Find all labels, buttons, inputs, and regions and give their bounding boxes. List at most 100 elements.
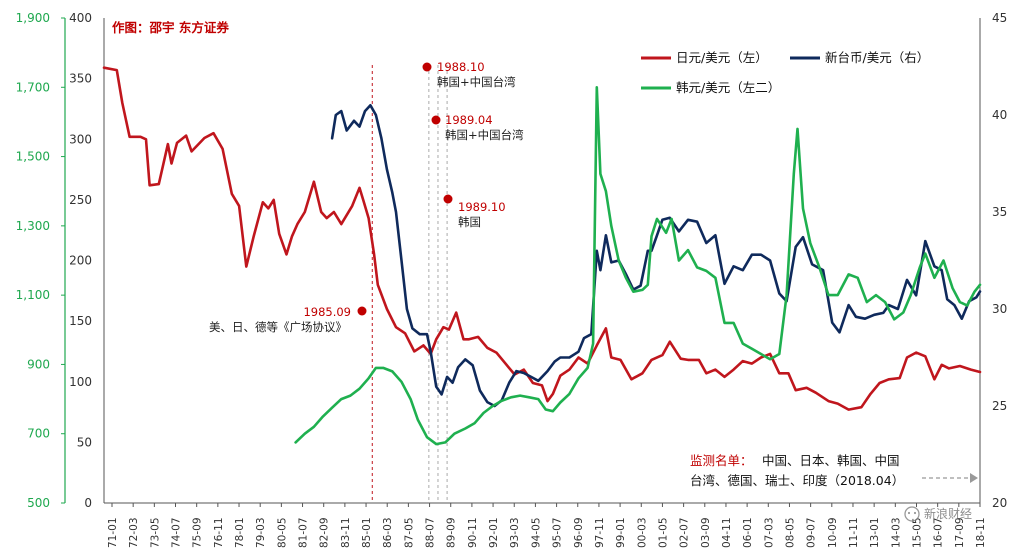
x-tick-label: 82-09 xyxy=(319,517,331,548)
monitoring-note: 监测名单： 中国、日本、韩国、中国 台湾、德国、瑞士、印度（2018.04） xyxy=(690,453,978,488)
x-tick-label: 94-05 xyxy=(530,517,542,548)
left2-axis-labels: 1,900 1,700 1,500 1,300 1,100 900 700 500 xyxy=(16,11,65,510)
event-marker xyxy=(443,194,453,204)
x-tick-label: 80-05 xyxy=(276,517,288,548)
note-line-2: 台湾、德国、瑞士、印度（2018.04） xyxy=(690,473,904,488)
event-date: 1989.10 xyxy=(458,200,506,214)
x-tick-label: 14-03 xyxy=(890,517,902,548)
x-tick-label: 11-11 xyxy=(848,517,860,548)
event-date: 1988.10 xyxy=(437,60,485,74)
event-date: 1989.04 xyxy=(445,113,493,127)
y-left-tick-label: 200 xyxy=(69,254,92,268)
chat-bubble-dot xyxy=(913,511,917,515)
event-marker xyxy=(431,115,441,125)
y-right-tick-label: 25 xyxy=(992,399,1007,413)
x-tick-label: 18-11 xyxy=(975,517,987,548)
y-left2-tick-label: 700 xyxy=(27,427,50,441)
y-left2-tick-label: 1,500 xyxy=(16,150,50,164)
x-tick-label: 13-01 xyxy=(869,517,881,548)
x-tick-label: 06-01 xyxy=(742,517,754,548)
event-text: 韩国+中国台湾 xyxy=(437,75,516,89)
chat-bubble-dot xyxy=(907,511,911,515)
legend-label-jpy: 日元/美元（左） xyxy=(676,50,768,65)
x-tick-label: 72-03 xyxy=(128,517,140,548)
x-tick-label: 83-11 xyxy=(340,517,352,548)
x-tick-label: 87-05 xyxy=(403,517,415,548)
x-tick-label: 15-05 xyxy=(911,517,923,548)
y-right-tick-label: 45 xyxy=(992,11,1007,25)
y-left-tick-label: 400 xyxy=(69,11,92,25)
x-tick-label: 99-01 xyxy=(615,517,627,548)
x-tick-label: 08-05 xyxy=(784,517,796,548)
event-guides xyxy=(371,65,448,503)
y-left2-tick-label: 1,300 xyxy=(16,219,50,233)
y-right-tick-label: 35 xyxy=(992,205,1007,219)
x-tick-label: 02-07 xyxy=(679,517,691,548)
x-tick-label: 01-05 xyxy=(657,517,669,548)
note-arrow-head xyxy=(970,473,978,483)
event-text: 美、日、德等《广场协议》 xyxy=(209,320,347,334)
x-tick-label: 89-09 xyxy=(446,517,458,548)
watermark: 新浪财经 xyxy=(904,506,972,522)
x-axis-labels: 71-01 72-03 73-05 74-07 75-09 76-11 78-01 79-03… xyxy=(107,503,987,548)
x-tick-label: 17-09 xyxy=(954,517,966,548)
series-line-twd xyxy=(330,104,982,408)
x-tick-label: 90-11 xyxy=(467,517,479,548)
annotation-1989-10: 1989.10 韩国 xyxy=(443,194,506,229)
x-tick-label: 93-03 xyxy=(509,517,521,548)
right-axis-labels: 45 40 35 30 25 20 xyxy=(992,11,1007,510)
chart-credit: 作图：邵宇 东方证券 xyxy=(112,20,229,35)
watermark-text: 新浪财经 xyxy=(924,506,972,521)
y-left2-tick-label: 1,700 xyxy=(16,80,50,94)
annotation-1989-04: 1989.04 韩国+中国台湾 xyxy=(431,113,524,142)
x-tick-label: 76-11 xyxy=(213,517,225,548)
series-layer xyxy=(102,66,982,446)
series-line-krw xyxy=(294,86,982,446)
x-tick-label: 16-07 xyxy=(933,517,945,548)
y-right-tick-label: 20 xyxy=(992,496,1007,510)
x-tick-label: 04-11 xyxy=(721,517,733,548)
x-tick-label: 73-05 xyxy=(149,517,161,548)
x-tick-label: 74-07 xyxy=(171,517,183,548)
legend-label-twd: 新台币/美元（右） xyxy=(825,50,929,65)
y-left-tick-label: 250 xyxy=(69,193,92,207)
note-line-1: 中国、日本、韩国、中国 xyxy=(762,453,900,468)
x-tick-label: 92-01 xyxy=(488,517,500,548)
axes xyxy=(64,18,981,504)
y-left2-tick-label: 1,900 xyxy=(16,11,50,25)
annotation-plaza: 1985.09 美、日、德等《广场协议》 xyxy=(209,305,367,334)
event-marker xyxy=(422,62,432,72)
x-tick-label: 00-03 xyxy=(636,517,648,548)
y-left-tick-label: 100 xyxy=(69,375,92,389)
note-label: 监测名单： xyxy=(690,453,753,468)
x-tick-label: 86-03 xyxy=(382,517,394,548)
legend: 日元/美元（左） 新台币/美元（右） 韩元/美元（左二） xyxy=(641,50,929,95)
y-left-tick-label: 50 xyxy=(77,435,92,449)
y-left2-tick-label: 1,100 xyxy=(16,288,50,302)
x-tick-label: 09-07 xyxy=(806,517,818,548)
y-right-tick-label: 30 xyxy=(992,302,1007,316)
event-text: 韩国 xyxy=(458,215,481,229)
x-tick-label: 10-09 xyxy=(827,517,839,548)
y-left-tick-label: 0 xyxy=(84,496,92,510)
x-tick-label: 97-11 xyxy=(594,517,606,548)
x-tick-label: 07-03 xyxy=(763,517,775,548)
y-left2-tick-label: 900 xyxy=(27,357,50,371)
x-tick-label: 88-07 xyxy=(425,517,437,548)
x-tick-label: 96-09 xyxy=(573,517,585,548)
y-left-tick-label: 150 xyxy=(69,314,92,328)
x-tick-label: 78-01 xyxy=(234,517,246,548)
x-tick-label: 75-09 xyxy=(192,517,204,548)
x-tick-label: 71-01 xyxy=(107,517,119,548)
series-line-jpy xyxy=(102,66,982,411)
left-axis-labels: 400 350 300 250 200 150 100 50 0 xyxy=(69,11,92,510)
y-left-tick-label: 300 xyxy=(69,132,92,146)
y-right-tick-label: 40 xyxy=(992,108,1007,122)
legend-label-krw: 韩元/美元（左二） xyxy=(676,80,780,95)
x-tick-label: 79-03 xyxy=(255,517,267,548)
x-tick-label: 03-09 xyxy=(700,517,712,548)
y-left2-tick-label: 500 xyxy=(27,496,50,510)
event-text: 韩国+中国台湾 xyxy=(445,128,524,142)
x-tick-label: 95-07 xyxy=(552,517,564,548)
